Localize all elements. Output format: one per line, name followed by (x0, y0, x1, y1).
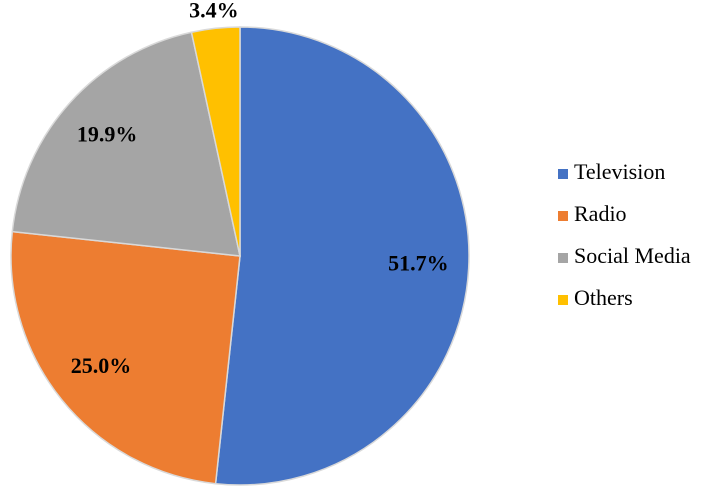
legend-label: Radio (574, 201, 627, 226)
data-label: 19.9% (77, 122, 138, 147)
pie-slice (214, 26, 470, 486)
legend-swatch (558, 295, 568, 305)
data-label: 25.0% (71, 353, 132, 378)
data-label: 3.4% (189, 0, 239, 22)
legend-swatch (558, 169, 568, 179)
pie-slice (11, 31, 241, 257)
legend-label: Social Media (574, 243, 691, 268)
pie-slice (10, 230, 241, 485)
data-label: 51.7% (388, 251, 449, 276)
legend-swatch (558, 211, 568, 221)
legend-label: Television (574, 159, 665, 184)
legend-swatch (558, 253, 568, 263)
pie-slice (190, 26, 241, 257)
legend-label: Others (574, 285, 633, 310)
